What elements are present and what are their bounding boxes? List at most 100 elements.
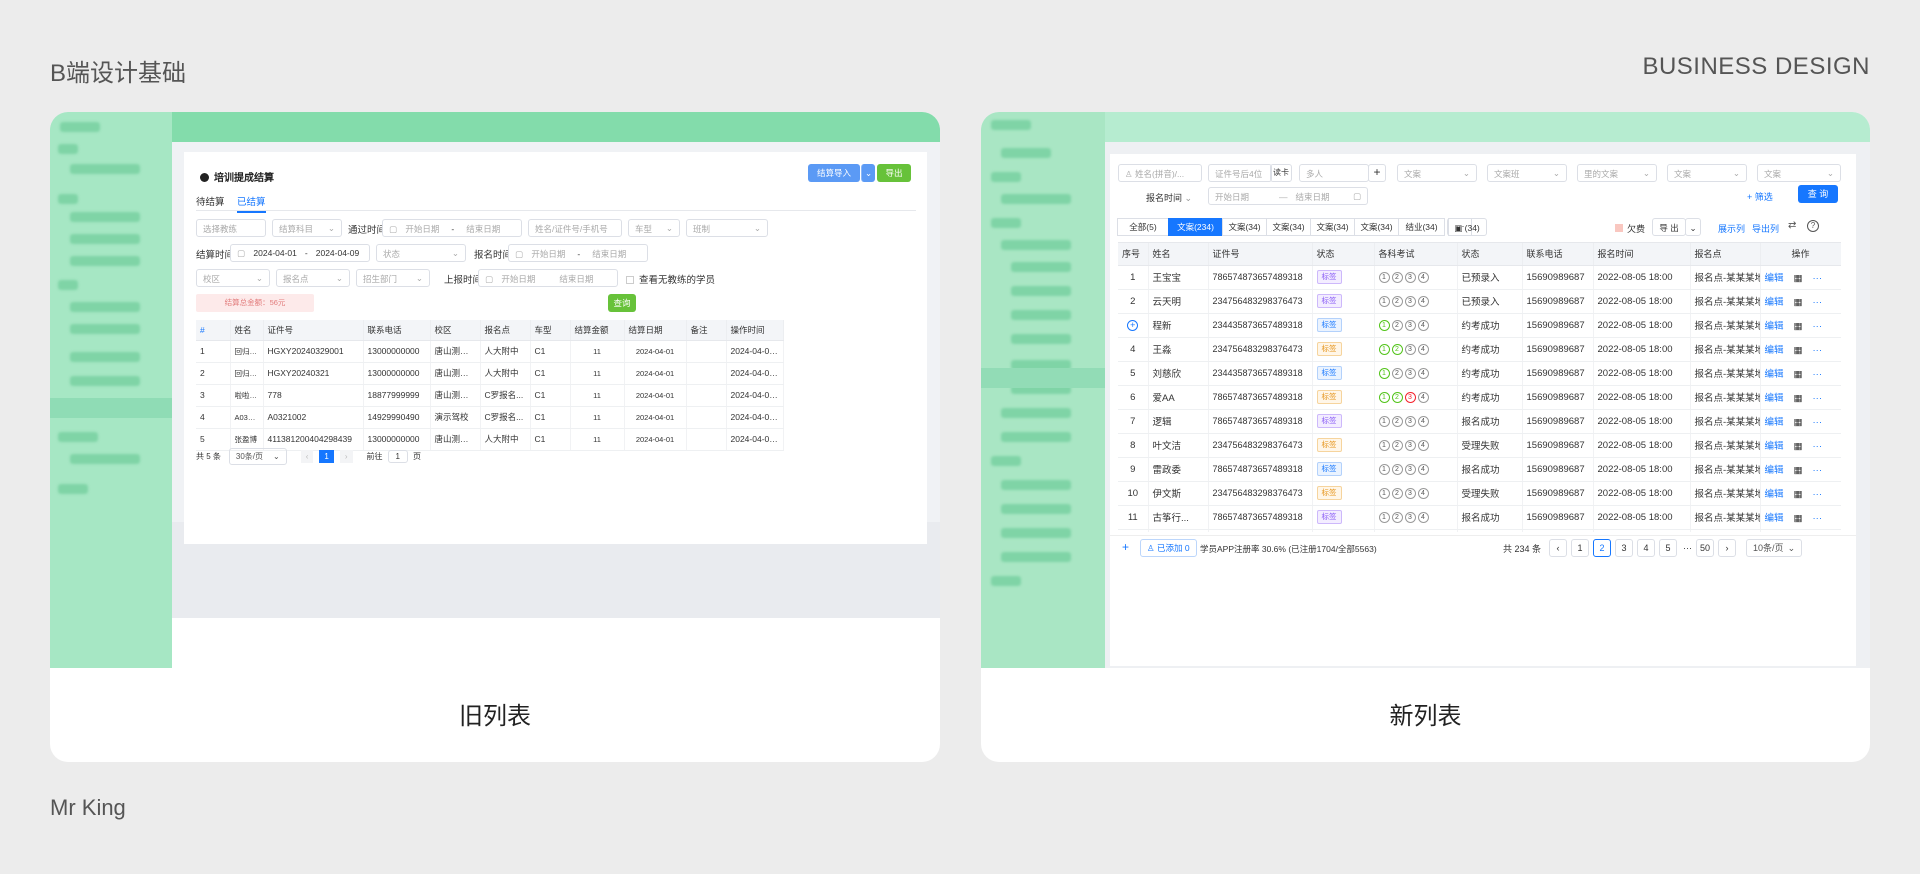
pass-time-range[interactable]: ▢ 开始日期 - 结束日期 <box>382 219 522 237</box>
arrears-filter[interactable]: 欠费 <box>1615 222 1645 235</box>
class-select[interactable]: 班制 ⌄ <box>686 219 768 237</box>
sidebar-nav-item[interactable] <box>1001 240 1071 250</box>
more-dots-icon[interactable]: ··· <box>1812 513 1823 524</box>
more-dots-icon[interactable]: ··· <box>1812 297 1823 308</box>
more-dots-icon[interactable]: ··· <box>1812 393 1823 404</box>
more-dots-icon[interactable]: ··· <box>1812 321 1823 332</box>
sidebar-nav-item[interactable] <box>58 280 78 290</box>
sidebar-nav-item[interactable] <box>1001 432 1071 442</box>
sidebar-nav-item[interactable] <box>1011 310 1071 320</box>
import-dropdown-button[interactable]: ⌄ <box>861 164 875 182</box>
next-page-button[interactable]: › <box>339 450 353 463</box>
filter-select-b[interactable]: 文案班 ⌄ <box>1487 164 1567 182</box>
status-tab[interactable]: 全部(5) <box>1117 218 1169 236</box>
filter-select-d[interactable]: 文案 ⌄ <box>1667 164 1747 182</box>
sidebar-nav-item[interactable] <box>1001 480 1071 490</box>
keyword-input[interactable]: 姓名/证件号/手机号 <box>528 219 622 237</box>
campus-select[interactable]: 校区 ⌄ <box>196 269 270 287</box>
sidebar-nav-item[interactable] <box>70 164 140 174</box>
cell-date[interactable]: 2024-04-01 <box>624 362 687 385</box>
sidebar-nav-item[interactable] <box>70 302 140 312</box>
cell-name[interactable]: 回归学员 <box>230 362 264 385</box>
cell-amount[interactable]: 11 <box>570 406 625 429</box>
page-size-select[interactable]: 10条/页 ⌄ <box>1746 539 1803 557</box>
sidebar-nav-item[interactable] <box>70 352 140 362</box>
query-button[interactable]: 查询 <box>608 294 636 312</box>
cell-name[interactable]: 王宝宝 <box>1148 265 1209 290</box>
more-dots-icon[interactable]: ··· <box>1812 273 1823 284</box>
edit-link[interactable]: 编辑 <box>1764 417 1784 428</box>
qrcode-icon[interactable]: ▦ <box>1793 513 1803 524</box>
qrcode-icon[interactable]: ▦ <box>1793 321 1803 332</box>
cell-amount[interactable]: 11 <box>570 362 625 385</box>
sidebar-nav-item[interactable] <box>70 256 140 266</box>
edit-link[interactable]: 编辑 <box>1764 489 1784 500</box>
filter-select-e[interactable]: 文案 ⌄ <box>1757 164 1841 182</box>
new-export-button[interactable]: 导 出 <box>1652 218 1686 236</box>
edit-link[interactable]: 编辑 <box>1764 513 1784 524</box>
cell-name[interactable]: 啦啦啦啦 <box>230 384 264 407</box>
signup-date-range[interactable]: 开始日期 — 结束日期 ▢ <box>1208 187 1368 205</box>
cell-name[interactable]: 逻辑 <box>1148 409 1209 434</box>
status-tab[interactable]: 文案(34) <box>1222 218 1267 236</box>
tab-pending[interactable]: 待结算 <box>196 197 225 208</box>
page-number[interactable]: 5 <box>1659 539 1678 557</box>
sidebar-nav-item[interactable] <box>58 144 78 154</box>
export-columns-button[interactable]: 导出列 <box>1752 224 1780 234</box>
sidebar-nav-item[interactable] <box>991 218 1021 228</box>
multi-person-input[interactable]: 多人 <box>1299 164 1369 182</box>
more-dots-icon[interactable]: ··· <box>1812 345 1823 356</box>
edit-link[interactable]: 编辑 <box>1764 393 1784 404</box>
page-number[interactable]: 1 <box>1571 539 1590 557</box>
filter-select-a[interactable]: 文案 ⌄ <box>1397 164 1477 182</box>
sidebar-nav-item[interactable] <box>1011 334 1071 344</box>
more-filter-button[interactable]: + 筛选 <box>1747 192 1773 202</box>
qrcode-icon[interactable]: ▦ <box>1793 465 1803 476</box>
qrcode-icon[interactable]: ▦ <box>1793 489 1803 500</box>
signup-time-select[interactable]: 报名时间 ⌄ <box>1146 193 1193 203</box>
edit-link[interactable]: 编辑 <box>1764 465 1784 476</box>
more-dots-icon[interactable]: ··· <box>1812 465 1823 476</box>
cell-name[interactable]: 王淼 <box>1148 337 1209 362</box>
qrcode-icon[interactable]: ▦ <box>1793 441 1803 452</box>
qrcode-icon[interactable]: ▦ <box>1793 273 1803 284</box>
sidebar-nav-item[interactable] <box>58 484 88 494</box>
sidebar-nav-item[interactable] <box>1001 528 1071 538</box>
cell-amount[interactable]: 11 <box>570 428 625 451</box>
dept-select[interactable]: 招生部门 ⌄ <box>356 269 430 287</box>
site-select[interactable]: 报名点 ⌄ <box>276 269 350 287</box>
next-page-button[interactable]: › <box>1718 539 1737 557</box>
cell-name[interactable]: A032100 <box>230 406 264 429</box>
sidebar-nav-item[interactable] <box>70 376 140 386</box>
more-dots-icon[interactable]: ··· <box>1812 369 1823 380</box>
read-card-button[interactable]: 读卡 <box>1270 164 1292 182</box>
sidebar-nav-item[interactable] <box>1011 360 1071 370</box>
sidebar-active-item[interactable] <box>981 368 1105 388</box>
cell-name[interactable]: 回归学员 <box>230 340 264 363</box>
page-number[interactable]: 2 <box>1593 539 1612 557</box>
signup-time-range[interactable]: ▢ 开始日期 - 结束日期 <box>508 244 648 262</box>
tab-settled[interactable]: 已结算 <box>237 194 266 213</box>
add-person-button[interactable]: + <box>1368 164 1386 182</box>
cell-amount[interactable]: 11 <box>570 384 625 407</box>
report-time-range[interactable]: ▢ 开始日期 结束日期 <box>478 269 618 287</box>
sidebar-nav-item[interactable] <box>991 172 1021 182</box>
sidebar-nav-item[interactable] <box>1001 504 1071 514</box>
goto-page-input[interactable]: 1 <box>387 450 408 463</box>
sidebar-nav-item[interactable] <box>991 576 1021 586</box>
swap-icon[interactable]: ⇄ <box>1788 220 1797 231</box>
sidebar-nav-item[interactable] <box>70 234 140 244</box>
more-dots-icon[interactable]: ··· <box>1812 441 1823 452</box>
qrcode-icon[interactable]: ▦ <box>1793 297 1803 308</box>
sidebar-nav-item[interactable] <box>60 122 100 132</box>
qrcode-icon[interactable]: ▦ <box>1793 417 1803 428</box>
cell-date[interactable]: 2024-04-01 <box>624 406 687 429</box>
last-page-button[interactable]: 50 <box>1696 539 1715 557</box>
sidebar-nav-item[interactable] <box>1001 148 1051 158</box>
status-tab[interactable]: 文案(34) <box>1266 218 1311 236</box>
export-button[interactable]: 导出 <box>877 164 911 182</box>
id-last4-input[interactable]: 证件号后4位 <box>1208 164 1272 182</box>
qrcode-icon[interactable]: ▦ <box>1793 369 1803 380</box>
sidebar-nav-item[interactable] <box>70 324 140 334</box>
status-tab[interactable]: 文案(34) <box>1354 218 1399 236</box>
